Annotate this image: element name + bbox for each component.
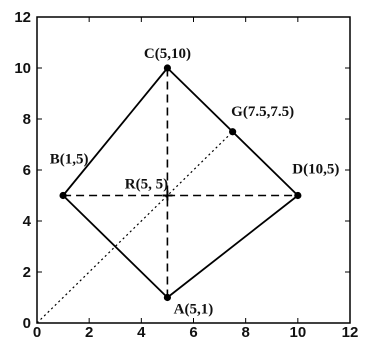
- x-tick-label: 12: [342, 324, 359, 339]
- point-d-label: D(10,5): [292, 162, 339, 178]
- point-g-label: G(7.5,7.5): [231, 104, 294, 120]
- center-cross-marker: [162, 190, 173, 201]
- y-tick-label: 2: [23, 264, 31, 281]
- point-c-marker: [163, 64, 172, 72]
- segment-bc: [62, 67, 169, 197]
- point-b-marker: [59, 191, 67, 200]
- x-tick-label: 4: [137, 324, 146, 339]
- point-g-marker: [229, 128, 237, 136]
- segment-da: [166, 194, 299, 299]
- y-tick-label: 6: [23, 162, 31, 179]
- y-tick-label: 10: [14, 60, 31, 77]
- segment-og: [36, 131, 234, 324]
- x-tick-label: 0: [33, 324, 41, 339]
- point-d-marker: [294, 191, 302, 200]
- x-tick-label: 10: [289, 324, 306, 339]
- point-r-label: R(5, 5): [125, 177, 168, 193]
- point-c-label: C(5,10): [144, 46, 191, 62]
- point-a-label: A(5,1): [174, 302, 214, 318]
- points: [59, 64, 302, 302]
- x-tick-label: 2: [85, 324, 93, 339]
- y-tick-label: 0: [23, 315, 31, 332]
- point-a-marker: [163, 293, 172, 302]
- point-b-label: B(1,5): [50, 152, 89, 168]
- segment-ab: [62, 194, 169, 299]
- point-labels: A(5,1) B(1,5) C(5,10) D(10,5) G(7.5,7.5) R(5,…: [50, 46, 340, 318]
- y-tick-label: 8: [23, 111, 31, 128]
- axis-ticks: 0 2 4 6 8 10 12 0 2 4 6 8 10 12: [14, 9, 358, 339]
- segments: [36, 67, 299, 324]
- y-tick-label: 4: [23, 213, 32, 230]
- x-tick-label: 8: [241, 324, 249, 339]
- y-tick-label: 12: [14, 9, 31, 26]
- x-tick-label: 6: [189, 324, 197, 339]
